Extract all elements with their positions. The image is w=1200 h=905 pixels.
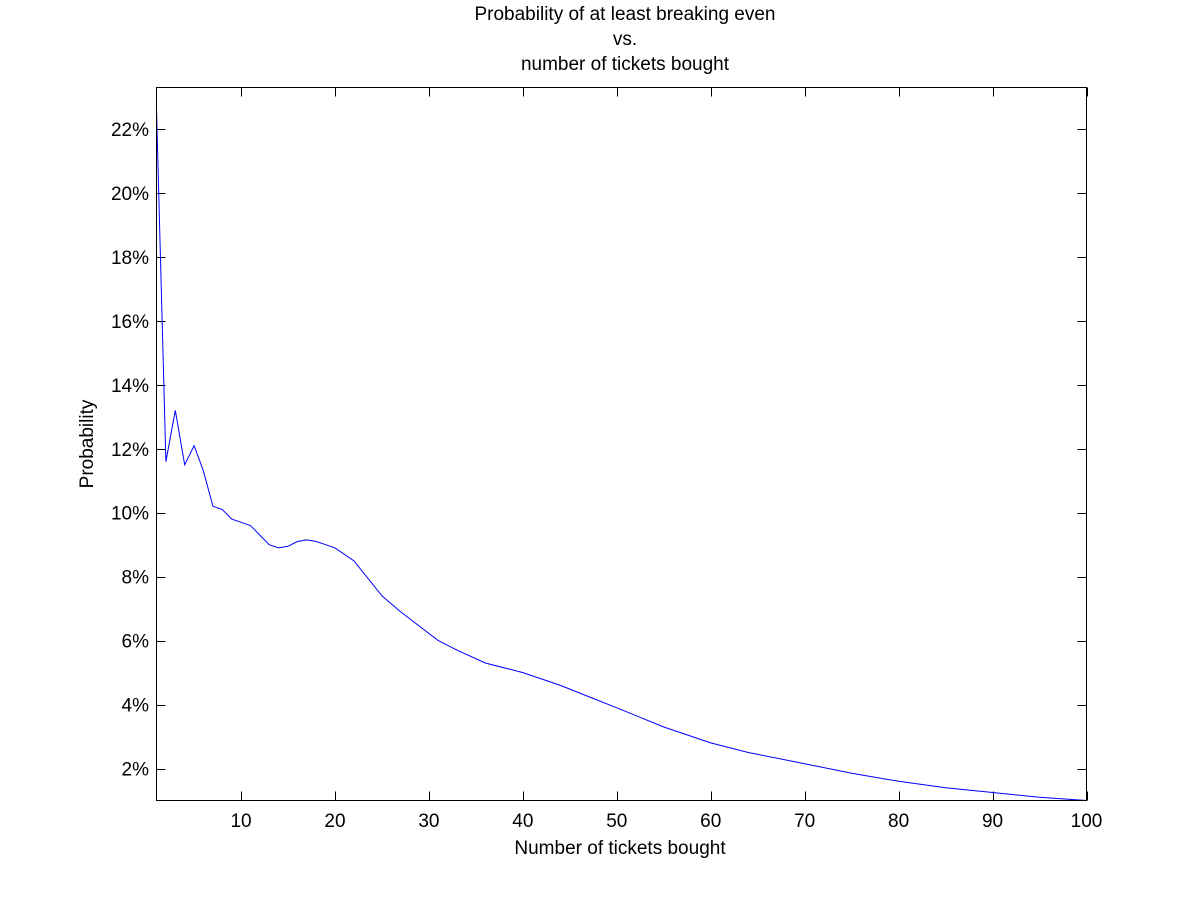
y-tick-label: 18%	[111, 248, 149, 269]
plot-area-frame	[156, 87, 1087, 801]
x-tick-label: 50	[606, 811, 627, 832]
x-tick-label: 40	[512, 811, 533, 832]
y-tick-label: 10%	[111, 504, 149, 525]
y-tick-label: 2%	[122, 760, 150, 781]
axis-ticks	[156, 87, 1088, 801]
data-series	[156, 109, 1087, 801]
x-tick-label: 100	[1071, 811, 1103, 832]
y-axis-label: Probability	[77, 399, 98, 488]
y-tick-label: 22%	[111, 120, 149, 141]
y-tick-label: 16%	[111, 312, 149, 333]
chart-title-line-3: number of tickets bought	[521, 54, 730, 75]
y-tick-label: 8%	[122, 568, 150, 589]
chart-title-line-1: Probability of at least breaking even	[474, 4, 775, 25]
x-tick-label: 20	[324, 811, 345, 832]
series-line	[156, 109, 1087, 801]
x-tick-label: 90	[982, 811, 1003, 832]
y-tick-label: 14%	[111, 376, 149, 397]
y-tick-label: 12%	[111, 440, 149, 461]
y-tick-label: 20%	[111, 184, 149, 205]
x-tick-label: 10	[230, 811, 251, 832]
chart-title-line-2: vs.	[613, 29, 637, 50]
x-tick-label: 30	[418, 811, 439, 832]
x-axis-label: Number of tickets bought	[514, 838, 726, 859]
x-tick-label: 70	[794, 811, 815, 832]
y-tick-label: 4%	[122, 696, 150, 717]
x-tick-label: 60	[700, 811, 721, 832]
axis-tick-labels: 10 20 30 40 50 60 70 80 90 100 2% 4% 6% 8% 10% 12% 14% 16…	[111, 120, 1102, 832]
x-tick-label: 80	[888, 811, 909, 832]
y-tick-label: 6%	[122, 632, 150, 653]
